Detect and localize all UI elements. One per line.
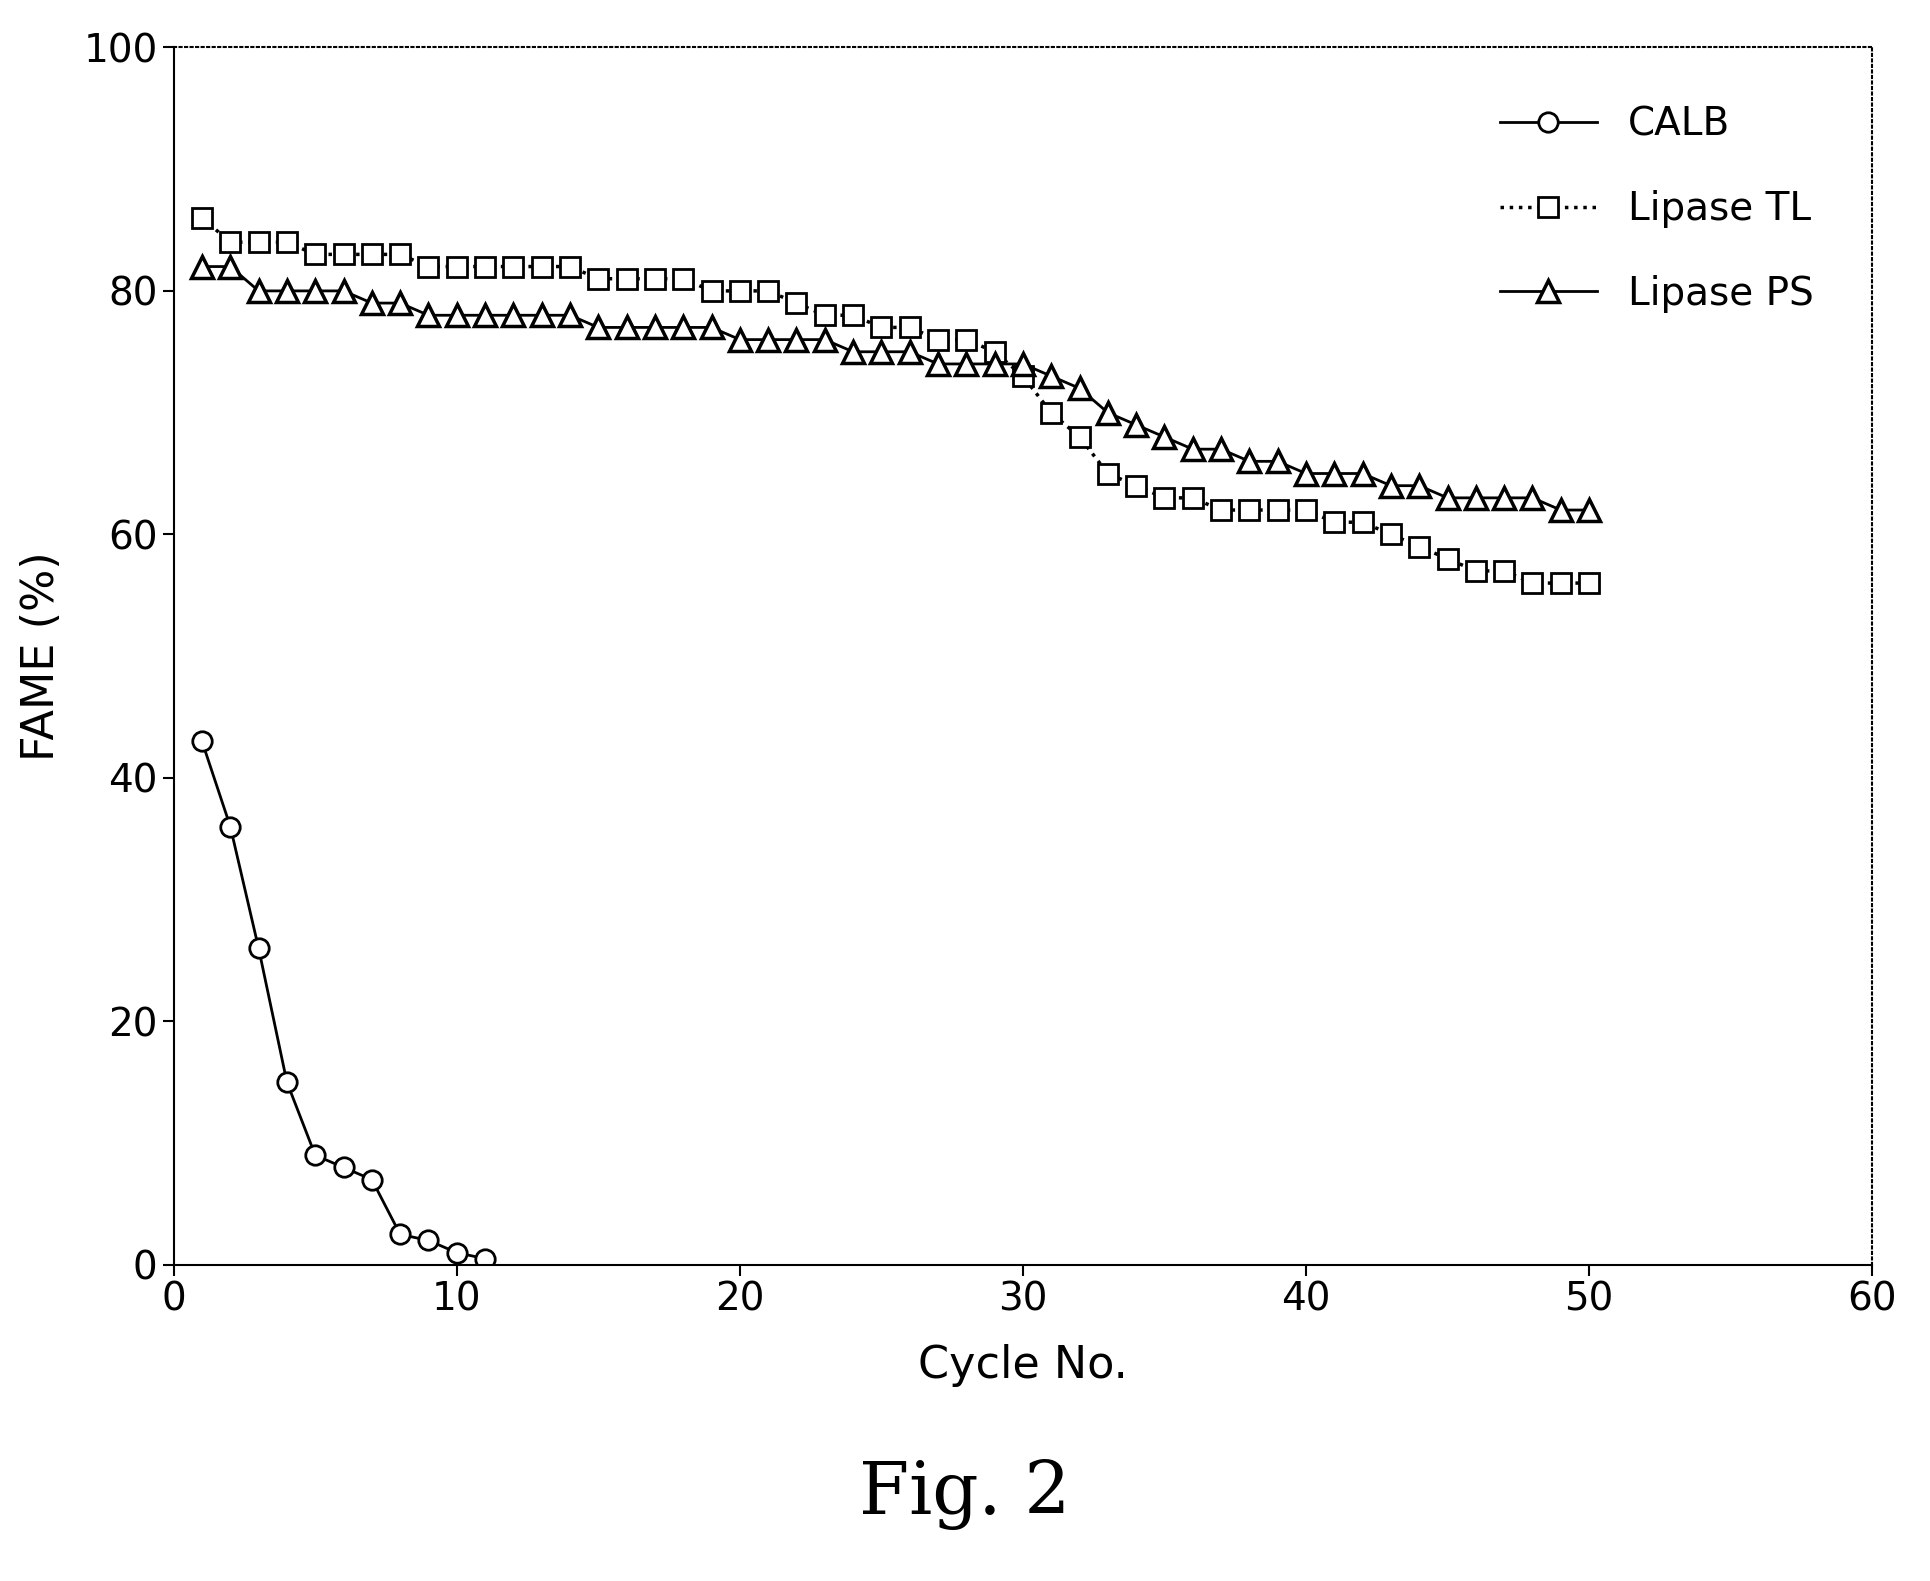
Legend: CALB, Lipase TL, Lipase PS: CALB, Lipase TL, Lipase PS <box>1461 66 1853 353</box>
Text: Fig. 2: Fig. 2 <box>859 1459 1071 1529</box>
X-axis label: Cycle No.: Cycle No. <box>919 1344 1127 1387</box>
Y-axis label: FAME (%): FAME (%) <box>19 552 62 760</box>
